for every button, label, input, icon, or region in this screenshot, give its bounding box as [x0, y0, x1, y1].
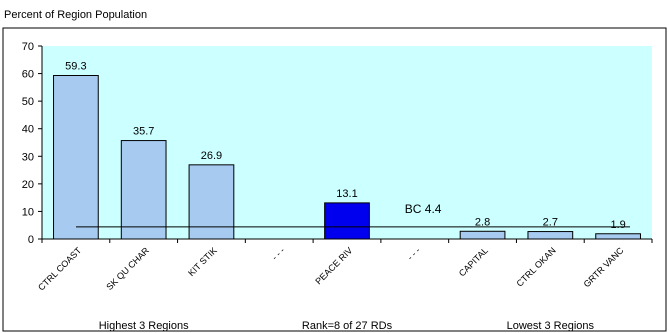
group-label-1: Rank=8 of 27 RDs: [302, 320, 393, 332]
bar-value-label-1: 35.7: [133, 126, 154, 138]
bar-1: [120, 140, 167, 240]
reference-line-label: BC 4.4: [405, 202, 442, 216]
y-tick-label-0: 0: [28, 234, 34, 246]
y-tick-label-3: 30: [22, 151, 34, 163]
bar-8: [595, 233, 641, 240]
bar-6: [459, 230, 506, 240]
y-tick-label-5: 50: [22, 96, 34, 108]
bar-value-label-6: 2.8: [475, 216, 490, 228]
bar-value-label-8: 1.9: [610, 219, 625, 231]
y-axis-label: Percent of Region Population: [4, 9, 147, 21]
bar-0: [53, 75, 99, 240]
group-label-0: Highest 3 Regions: [99, 320, 189, 332]
bar-7: [527, 231, 574, 240]
y-tick-label-1: 10: [22, 206, 34, 218]
y-tick-label-4: 40: [22, 124, 34, 136]
bar-value-label-0: 59.3: [65, 61, 86, 73]
y-tick-label-2: 20: [22, 179, 34, 191]
axes: 0 10 20 30 40 50 60 70: [22, 41, 653, 246]
group-label-2: Lowest 3 Regions: [507, 320, 595, 332]
y-tick-label-7: 70: [22, 41, 34, 53]
bar-value-label-4: 13.1: [336, 188, 357, 200]
bar-4: [324, 202, 370, 240]
bar-value-label-7: 2.7: [543, 217, 558, 229]
bar-value-label-2: 26.9: [201, 150, 222, 162]
bars: [53, 75, 641, 240]
bar-2: [188, 164, 235, 240]
y-tick-label-6: 60: [22, 69, 34, 81]
reference-line-group: BC 4.4: [76, 202, 630, 228]
